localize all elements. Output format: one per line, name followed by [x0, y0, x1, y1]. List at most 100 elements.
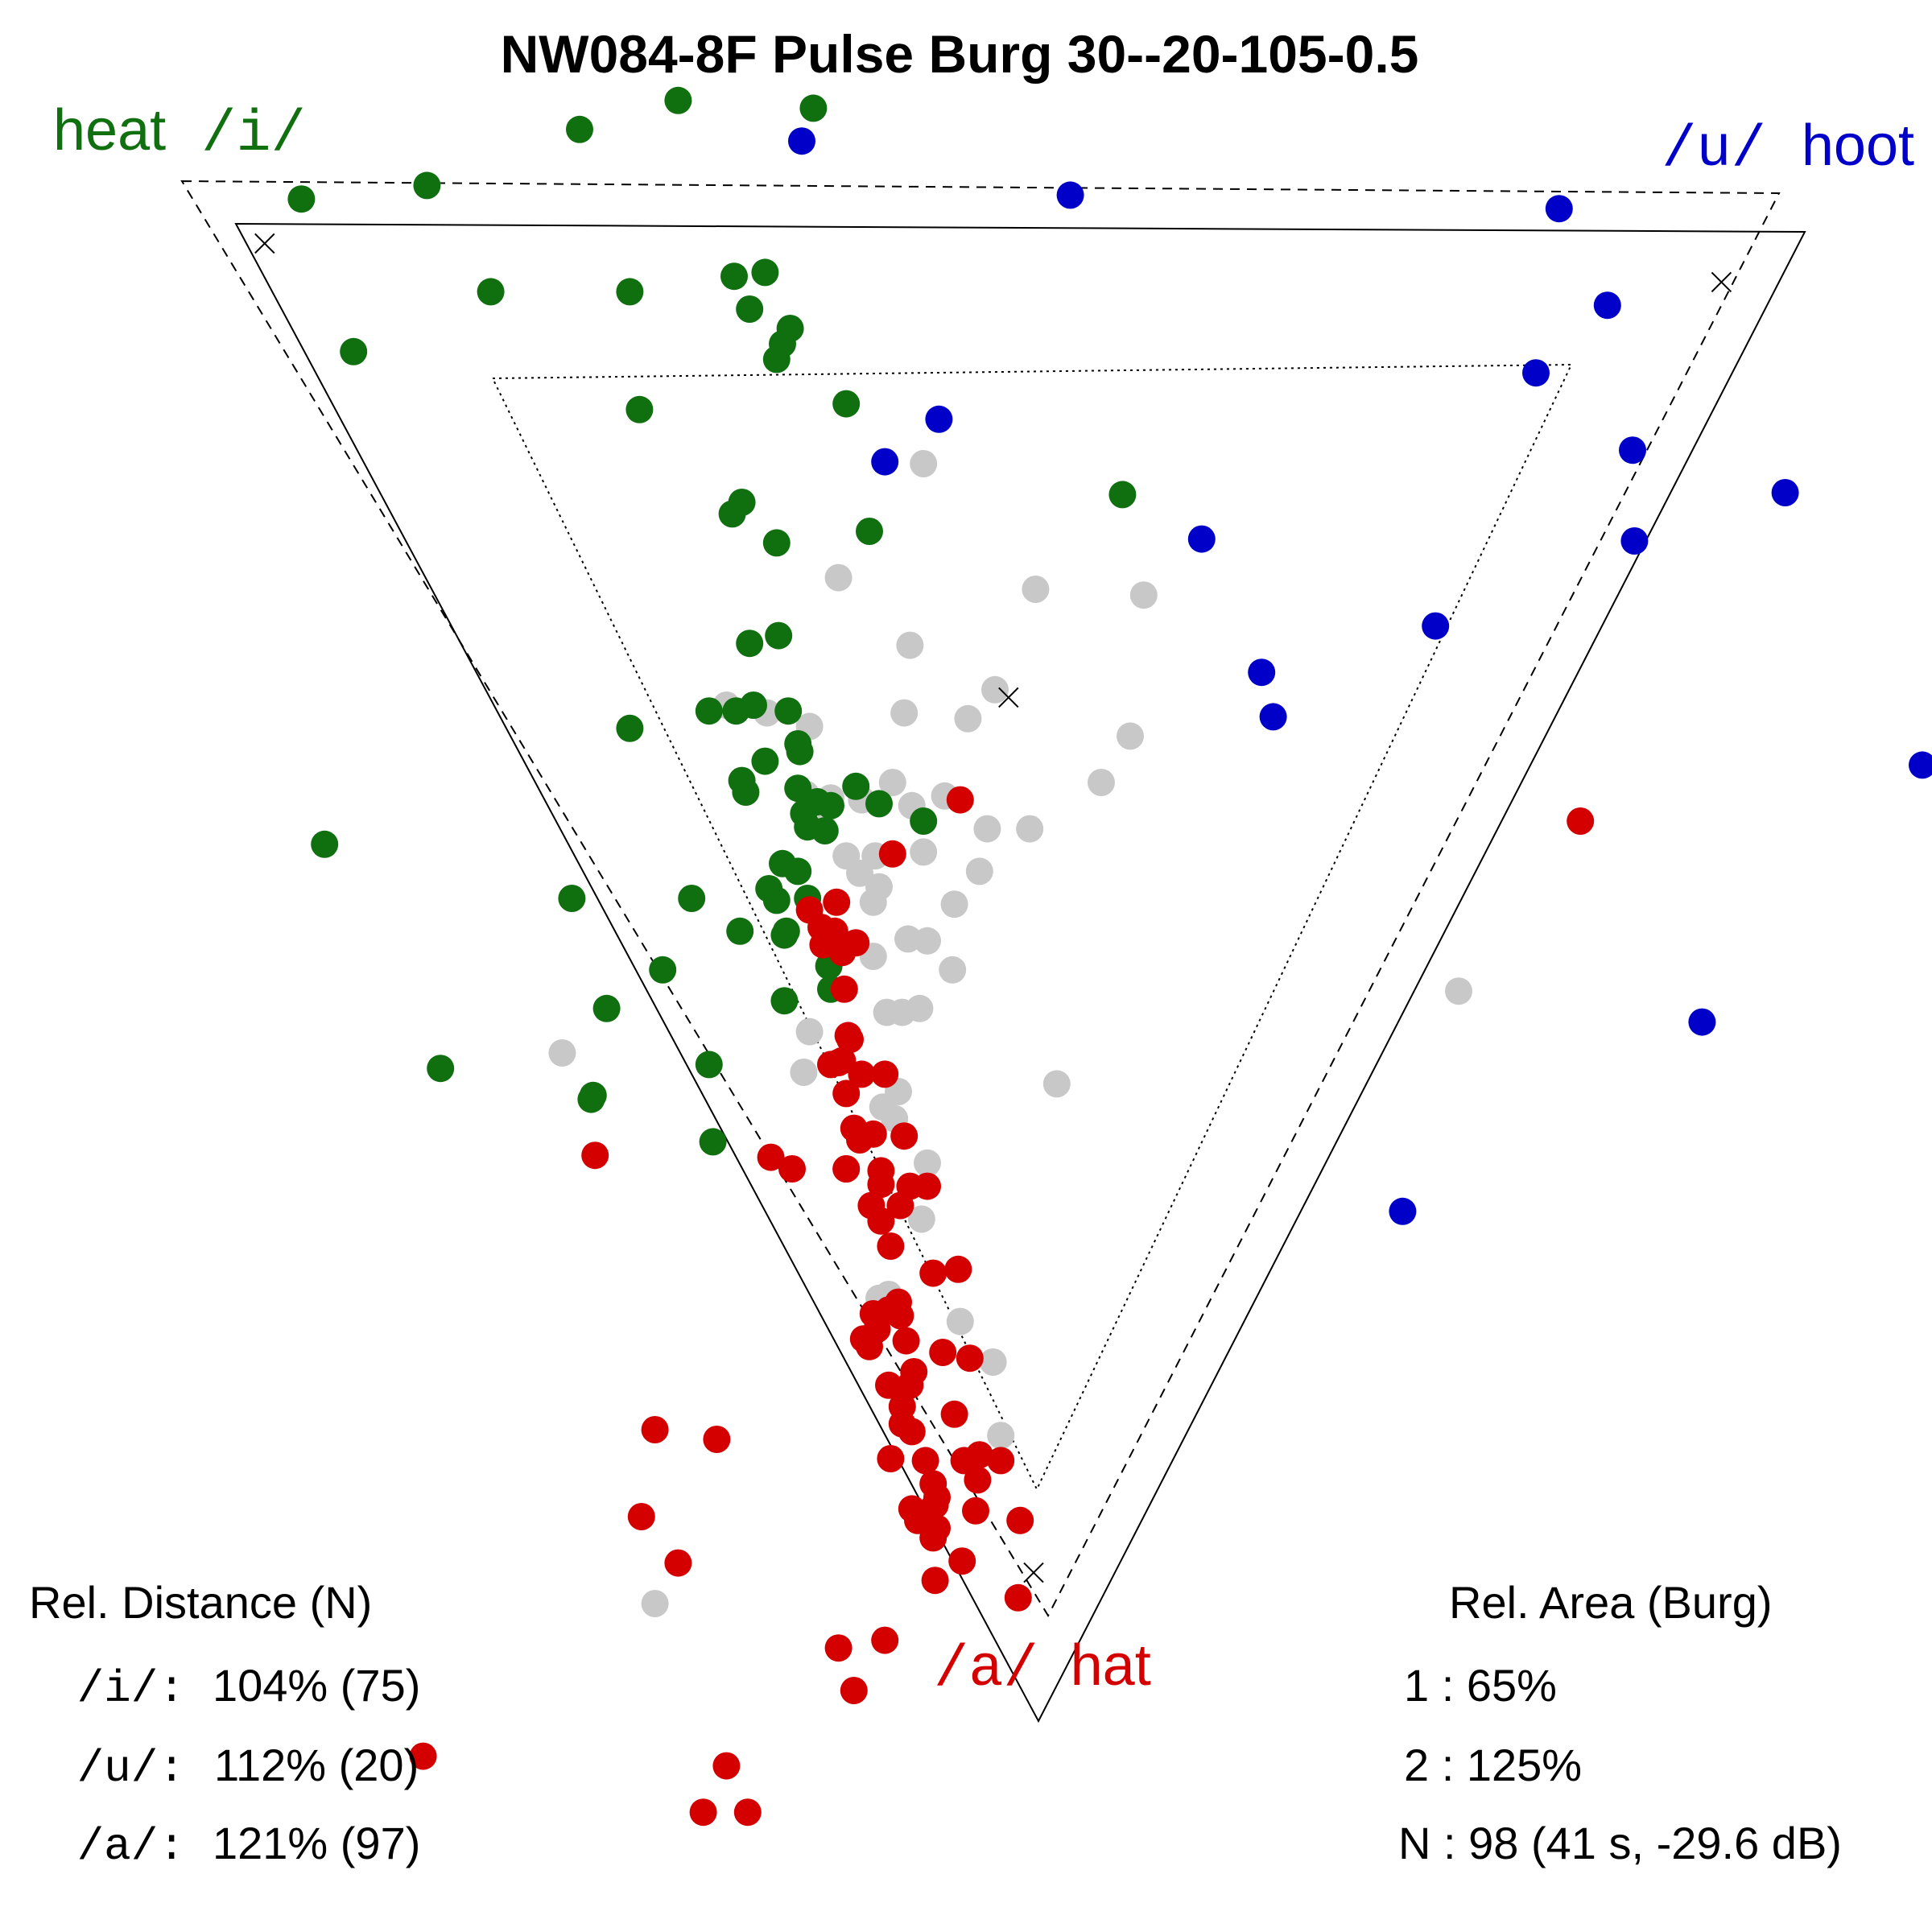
point-a-55: [911, 1447, 939, 1475]
point-i-50: [770, 921, 799, 949]
point-n-2: [1022, 576, 1050, 603]
point-n-33: [939, 956, 967, 984]
stats-right-value-1: 65%: [1467, 1660, 1557, 1711]
point-a-49: [896, 1371, 924, 1399]
cross-marker-1: [1711, 271, 1732, 293]
scatter-points: [287, 86, 1932, 1827]
stats-right-row-1: 1 : 65%: [1404, 1660, 1557, 1711]
point-a-31: [757, 1143, 785, 1171]
point-i-39: [910, 807, 938, 835]
reference-triangles: [180, 180, 1806, 1724]
point-i-54: [649, 956, 677, 984]
point-i-23: [695, 697, 723, 725]
point-a-51: [940, 1400, 968, 1428]
stats-right-sep-2: :: [1429, 1740, 1467, 1790]
point-a-35: [919, 1259, 947, 1287]
point-n-46: [907, 1205, 935, 1233]
point-i-19: [856, 518, 883, 545]
point-i-58: [427, 1055, 455, 1083]
point-u-5: [1619, 436, 1646, 464]
corner-label-i: heat /i/: [53, 98, 306, 167]
point-i-10: [736, 295, 764, 323]
point-n-0: [910, 450, 938, 477]
corner-label-i-word: heat: [53, 98, 166, 163]
point-u-1: [1056, 181, 1084, 209]
stats-right-label-2: 2: [1404, 1740, 1429, 1790]
point-i-32: [732, 778, 760, 806]
point-i-29: [786, 737, 814, 766]
point-n-29: [940, 890, 968, 919]
point-i-55: [592, 994, 621, 1022]
point-i-49: [678, 885, 706, 912]
point-u-14: [1909, 751, 1932, 779]
stats-left-label-a: /a/:: [77, 1821, 185, 1872]
cross-marker-2: [998, 687, 1019, 708]
point-a-14: [848, 1060, 876, 1088]
point-a-0: [946, 786, 974, 814]
point-u-2: [1545, 195, 1573, 223]
point-a-64: [962, 1496, 989, 1525]
point-a-81: [712, 1752, 741, 1780]
point-i-43: [784, 857, 812, 886]
stats-right-row-n: N : 98 (41 s, -29.6 dB): [1398, 1818, 1842, 1868]
point-a-76: [664, 1549, 692, 1577]
point-a-66: [1006, 1506, 1034, 1534]
point-n-22: [910, 838, 938, 866]
point-a-48: [875, 1371, 902, 1399]
point-a-16: [832, 1080, 861, 1108]
point-n-40: [790, 1059, 818, 1086]
point-a-58: [987, 1447, 1015, 1475]
point-u-16: [1389, 1197, 1417, 1225]
point-n-3: [1129, 581, 1158, 609]
point-a-2: [823, 888, 851, 916]
point-a-29: [877, 1232, 905, 1260]
point-a-1: [878, 840, 906, 868]
point-n-5: [890, 699, 919, 727]
point-n-39: [548, 1039, 576, 1067]
point-i-1: [413, 171, 441, 200]
point-i-26: [774, 697, 803, 725]
point-n-12: [878, 769, 906, 796]
point-n-27: [865, 873, 893, 901]
point-n-1: [824, 564, 852, 592]
point-i-25: [740, 691, 767, 719]
point-a-43: [892, 1327, 920, 1355]
stats-right-label-1: 1: [1404, 1660, 1429, 1711]
point-n-13: [1088, 769, 1115, 796]
point-u-13: [1259, 703, 1287, 731]
point-a-79: [840, 1677, 868, 1704]
cross-marker-0: [254, 233, 275, 254]
point-a-57: [965, 1441, 993, 1469]
point-n-45: [914, 1149, 941, 1177]
stats-left-title: Rel. Distance (N): [29, 1577, 372, 1628]
point-i-15: [832, 390, 861, 418]
point-a-23: [867, 1170, 895, 1199]
point-n-37: [795, 1018, 824, 1046]
point-n-6: [954, 704, 982, 733]
corner-label-a-word: hat: [1071, 1633, 1151, 1698]
point-i-56: [558, 885, 586, 912]
point-a-53: [898, 1418, 926, 1446]
point-i-41: [811, 817, 839, 844]
point-a-78: [871, 1626, 899, 1654]
point-u-6: [1771, 479, 1799, 506]
point-a-82: [689, 1798, 717, 1827]
stats-right-sep-n: :: [1430, 1818, 1468, 1868]
point-n-50: [979, 1348, 1007, 1376]
stats-right: Rel. Area (Burg) 1 : 65% 2 : 125% N : 98…: [1398, 1577, 1842, 1868]
point-i-22: [736, 630, 764, 658]
corner-label-u-word: hoot: [1802, 114, 1914, 178]
point-a-25: [914, 1172, 941, 1200]
point-u-4: [1522, 359, 1550, 387]
point-i-45: [762, 886, 791, 914]
point-a-40: [886, 1302, 914, 1330]
chart-title: NW084-8F Pulse Burg 30--20-105-0.5: [501, 24, 1419, 84]
point-a-33: [832, 1155, 861, 1183]
point-a-68: [919, 1524, 947, 1552]
corner-label-i-symbol: /i/: [201, 101, 306, 167]
point-i-30: [751, 747, 779, 775]
point-u-7: [1620, 527, 1649, 555]
cross-marker-3: [1023, 1562, 1044, 1583]
point-i-17: [718, 500, 746, 528]
point-i-48: [726, 917, 754, 945]
